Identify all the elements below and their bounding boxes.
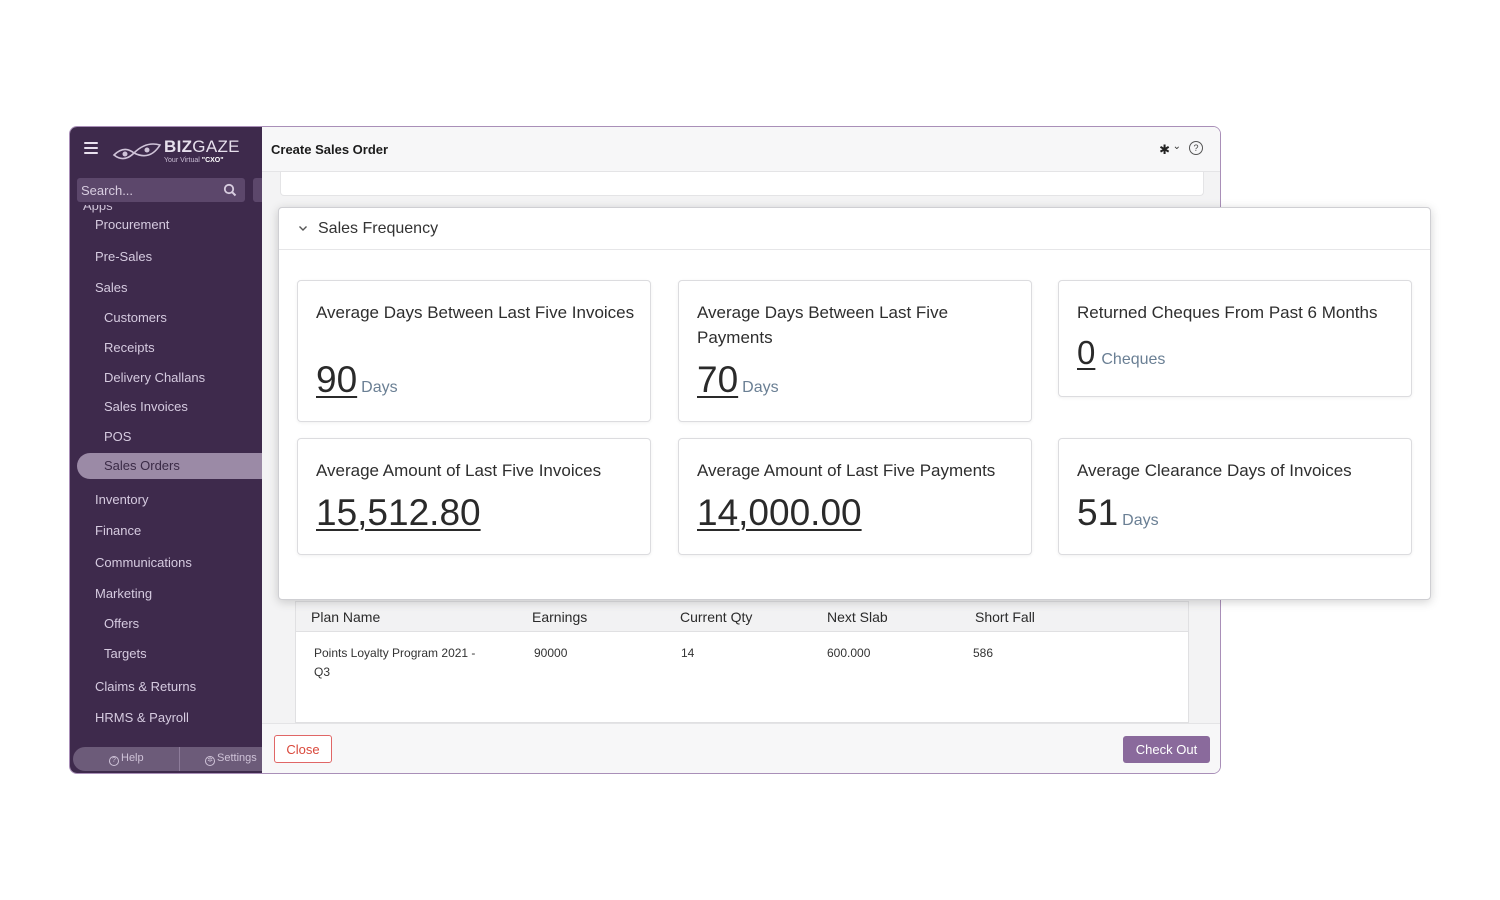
sidebar-item-marketing[interactable]: Marketing	[95, 586, 153, 601]
metric-unit: Days	[1122, 512, 1159, 529]
footer-divider	[179, 747, 180, 771]
sidebar-item-sales-orders[interactable]: Sales Orders	[77, 453, 262, 479]
sidebar-item-communications[interactable]: Communications	[95, 555, 192, 570]
metric-unit: Days	[742, 379, 779, 396]
metric-value-row: 51 Days	[1077, 492, 1159, 534]
search-filter-tab[interactable]	[253, 178, 263, 202]
metric-value-row: 0 Cheques	[1077, 334, 1165, 372]
metric-value[interactable]: 0	[1077, 334, 1096, 371]
metric-value[interactable]: 90	[316, 359, 358, 400]
metric-value[interactable]: 15,512.80	[316, 492, 481, 533]
loyalty-plan-table: Plan Name Earnings Current Qty Next Slab…	[295, 601, 1189, 723]
sidebar-item-claims-returns[interactable]: Claims & Returns	[95, 679, 197, 694]
sales-frequency-panel: Sales Frequency Average Days Between Las…	[278, 207, 1431, 600]
settings-icon: ✲	[205, 756, 215, 766]
metric-value-row: 14,000.00	[697, 492, 862, 534]
metric-label: Average Amount of Last Five Payments	[697, 461, 996, 480]
metric-value-row: 90 Days	[316, 359, 398, 401]
sidebar-item-sales-invoices[interactable]: Sales Invoices	[104, 399, 188, 414]
panel-title: Sales Frequency	[318, 220, 439, 237]
sidebar-item-delivery-challans[interactable]: Delivery Challans	[104, 370, 206, 385]
cell-next-slab: 600.000	[827, 646, 871, 660]
metric-label: Average Amount of Last Five Invoices	[316, 461, 602, 480]
metric-card-avg-days-invoices: Average Days Between Last Five Invoices …	[297, 280, 651, 422]
metric-label: Average Clearance Days of Invoices	[1077, 461, 1352, 480]
hamburger-menu-icon[interactable]	[84, 142, 98, 156]
action-bar: Close Check Out	[262, 723, 1220, 773]
logo-eyes-icon	[112, 143, 162, 160]
help-icon: ?	[109, 756, 119, 766]
column-header-earnings: Earnings	[532, 609, 588, 625]
cell-current-qty: 14	[681, 646, 695, 660]
column-header-current-qty: Current Qty	[680, 609, 753, 625]
cell-plan-name: Points Loyalty Program 2021 - Q3	[314, 646, 476, 679]
chevron-down-icon[interactable]	[297, 222, 309, 234]
cell-earnings: 90000	[534, 646, 568, 660]
sidebar-item-customers[interactable]: Customers	[104, 310, 167, 325]
metric-label: Returned Cheques From Past 6 Months	[1077, 303, 1378, 322]
metric-unit: Cheques	[1101, 351, 1166, 368]
cell-short-fall: 586	[973, 646, 994, 660]
sidebar-item-pos[interactable]: POS	[104, 429, 132, 444]
chevron-down-icon[interactable]: ⌄	[1172, 141, 1181, 152]
column-header-plan-name: Plan Name	[311, 609, 381, 625]
brand-row: BIZGAZE Your Virtual "CXO"	[70, 127, 262, 175]
sidebar-item-procurement[interactable]: Procurement	[95, 217, 170, 232]
bizgaze-logo: BIZGAZE Your Virtual "CXO"	[112, 137, 252, 167]
sidebar-item-pre-sales[interactable]: Pre-Sales	[95, 249, 153, 264]
sidebar-item-offers[interactable]: Offers	[104, 616, 140, 631]
column-header-next-slab: Next Slab	[827, 609, 888, 625]
brand-wordmark: BIZGAZE	[164, 137, 240, 156]
sidebar-item-targets[interactable]: Targets	[104, 646, 147, 661]
sidebar: BIZGAZE Your Virtual "CXO" Apps Procurem…	[70, 127, 263, 773]
sidebar-item-hrms-payroll[interactable]: HRMS & Payroll	[95, 710, 189, 725]
metric-label: Average Days Between Last Five Payments	[697, 303, 949, 347]
metric-card-returned-cheques: Returned Cheques From Past 6 Months 0 Che…	[1058, 280, 1412, 397]
sidebar-item-finance[interactable]: Finance	[95, 523, 142, 538]
sidebar-footer: ? Help ✲ Settings	[73, 747, 262, 771]
panel-header[interactable]: Sales Frequency	[279, 208, 1430, 250]
check-out-button[interactable]: Check Out	[1123, 736, 1210, 763]
metric-card-avg-amount-invoices: Average Amount of Last Five Invoices 15,…	[297, 438, 651, 555]
metric-card-avg-amount-payments: Average Amount of Last Five Payments 14,…	[678, 438, 1032, 555]
topbar: Create Sales Order ✱ ⌄ ?	[262, 127, 1220, 172]
metric-card-avg-days-payments: Average Days Between Last Five Payments …	[678, 280, 1032, 422]
metric-value: 51	[1077, 492, 1119, 533]
metric-label: Average Days Between Last Five Invoices	[316, 303, 635, 322]
settings-link[interactable]: ✲ Settings	[205, 752, 257, 766]
close-button[interactable]: Close	[274, 735, 332, 763]
metric-card-avg-clearance-days: Average Clearance Days of Invoices 51 Day…	[1058, 438, 1412, 555]
metric-value-row: 70 Days	[697, 359, 779, 401]
sidebar-item-sales[interactable]: Sales	[95, 280, 128, 295]
gear-icon[interactable]: ✱	[1159, 142, 1170, 157]
search-input[interactable]	[81, 181, 221, 199]
metric-value[interactable]: 14,000.00	[697, 492, 862, 533]
sidebar-section-label: Apps	[83, 205, 113, 213]
sidebar-nav: Apps Procurement Pre-Sales Sales Customers R…	[70, 205, 262, 745]
metric-value[interactable]: 70	[697, 359, 739, 400]
column-header-short-fall: Short Fall	[975, 609, 1035, 625]
sidebar-search	[77, 178, 245, 202]
metric-value-row: 15,512.80	[316, 492, 481, 534]
table-header: Plan Name Earnings Current Qty Next Slab…	[296, 602, 1188, 632]
metric-unit: Days	[361, 379, 398, 396]
form-section-card	[280, 172, 1204, 196]
page-title: Create Sales Order	[271, 142, 389, 157]
sidebar-item-receipts[interactable]: Receipts	[104, 340, 155, 355]
help-icon[interactable]: ?	[1189, 141, 1203, 155]
sidebar-item-inventory[interactable]: Inventory	[95, 492, 149, 507]
search-icon[interactable]	[223, 183, 237, 197]
help-link[interactable]: ? Help	[109, 752, 144, 766]
brand-tagline: Your Virtual "CXO"	[164, 157, 224, 164]
